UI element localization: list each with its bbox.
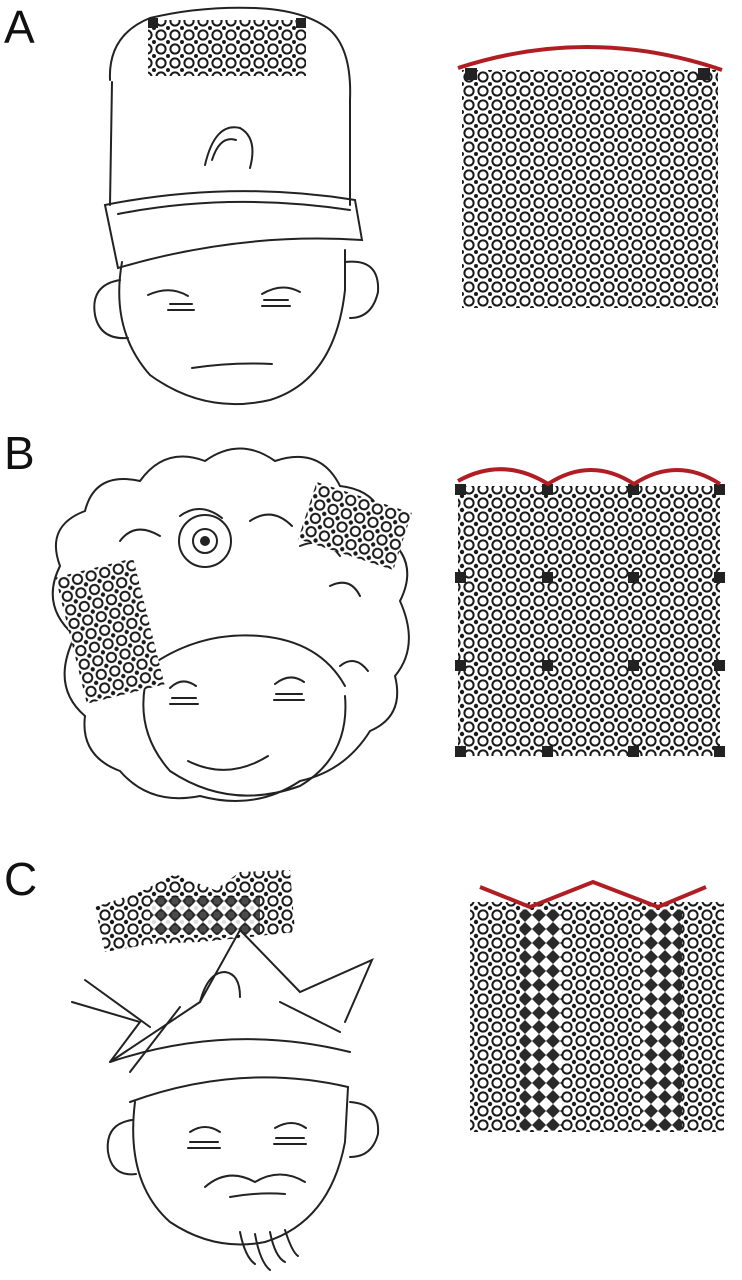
panel-label-a: A [4,1,35,53]
panel-c: C [0,852,742,1278]
face-sketch-b [142,634,347,797]
crown-lattice [95,870,295,952]
panel-label-c: C [4,853,38,905]
hair-lattice-strips [55,482,412,704]
red-curve-c [479,879,707,910]
hat-sketch [103,6,364,270]
red-curve-b [457,467,722,487]
lattice-b-nodes [455,484,725,757]
panel-a: A [0,0,742,426]
lattice-b [458,486,720,756]
lattice-c-diamond-columns [520,910,682,1130]
crown-sketch [71,928,374,1103]
lattice-a [462,70,718,308]
face-sketch-c [106,1086,380,1271]
face-sketch-a [93,249,380,406]
panel-b: B [0,426,742,852]
lattice-c [470,902,724,1132]
panel-label-b: B [4,427,35,479]
hat-lattice [148,20,306,76]
red-curve-a [457,45,723,72]
